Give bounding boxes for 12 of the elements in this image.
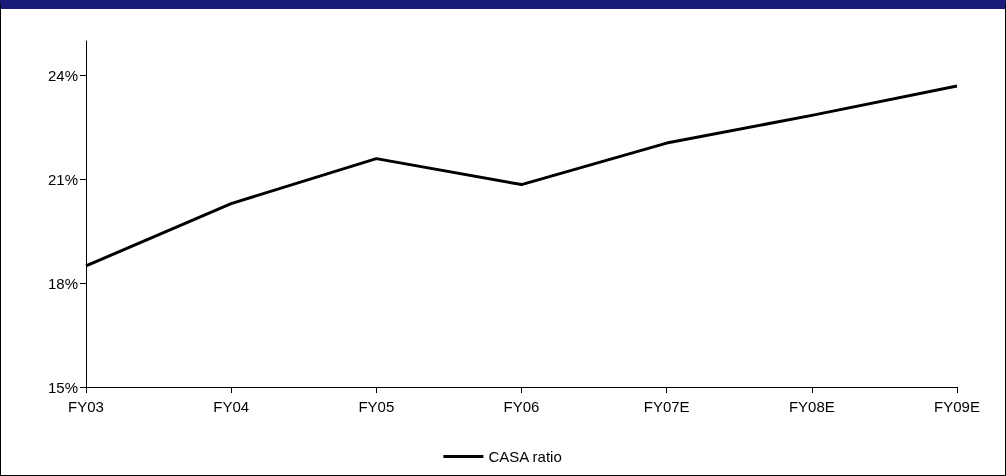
y-tick-label: 18% <box>47 274 78 292</box>
legend-label: CASA ratio <box>488 448 562 465</box>
x-tick-label: FY09E <box>934 398 980 415</box>
y-tick-label: 24% <box>47 67 78 85</box>
x-tick-label: FY03 <box>68 398 104 415</box>
x-tick-label: FY07E <box>643 398 690 415</box>
y-tick-label: 21% <box>47 170 78 188</box>
y-tick-label: 15% <box>47 378 78 396</box>
x-tick-label: FY08E <box>788 398 835 415</box>
x-tick-label: FY06 <box>503 398 540 415</box>
x-tick-label: FY05 <box>358 398 395 415</box>
x-tick-label: FY04 <box>213 398 250 415</box>
